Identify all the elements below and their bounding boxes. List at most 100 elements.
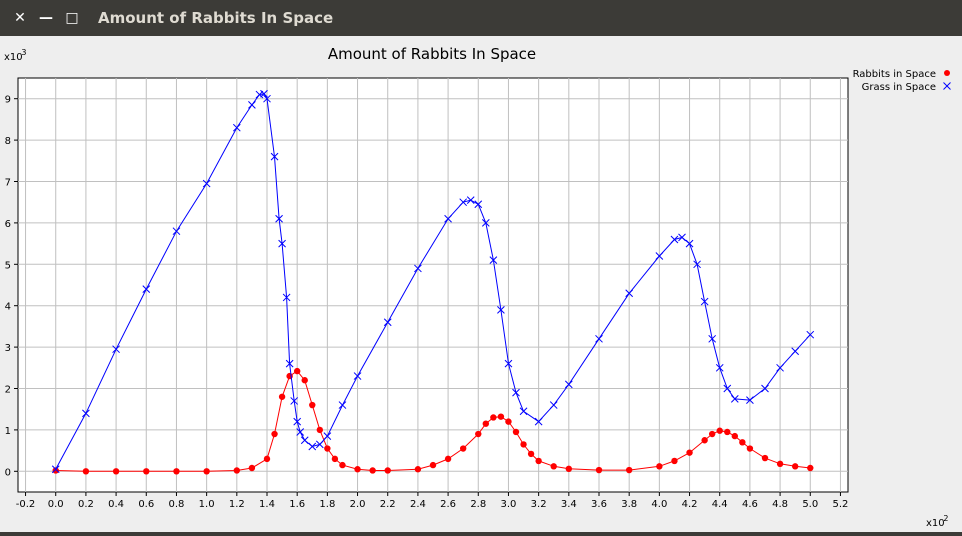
grass-point: [481, 219, 490, 227]
multiplier-base: x10: [926, 518, 945, 529]
y-tick-label: 7: [5, 178, 11, 189]
rabbit-point: [369, 467, 376, 474]
grass-point: [715, 363, 724, 372]
x-tick-label: 4.8: [772, 499, 788, 510]
grass-point: [791, 347, 800, 356]
x-tick-label: 3.6: [591, 499, 607, 510]
rabbit-point: [505, 418, 512, 425]
chart-title: Amount of Rabbits In Space: [328, 45, 536, 63]
x-tick-label: 0.6: [138, 499, 154, 510]
series-rabbits-in-space: [52, 367, 814, 475]
y-tick-label: 6: [5, 219, 11, 230]
rabbit-point: [724, 428, 731, 436]
grass-point: [82, 409, 90, 418]
rabbit-point: [263, 455, 271, 463]
x-tick-label: 5.2: [833, 499, 849, 510]
grass-point: [497, 305, 505, 314]
grass-point: [761, 384, 769, 393]
grass-point: [232, 123, 241, 132]
grass-point: [260, 89, 268, 98]
plot-area: [17, 77, 849, 493]
grass-point: [270, 152, 279, 161]
grass-point: [263, 94, 271, 103]
multiplier-exponent: 3: [21, 48, 26, 57]
rabbit-point: [761, 454, 769, 462]
grass-point: [323, 432, 332, 440]
x-tick-label: 2.8: [470, 499, 486, 510]
rabbit-point: [324, 445, 331, 452]
grass-point: [282, 293, 291, 302]
maximize-icon[interactable]: □: [65, 10, 79, 26]
x-tick-label: 3.4: [561, 499, 577, 510]
rabbit-point: [625, 466, 633, 474]
y-tick-label: 8: [5, 136, 11, 147]
close-icon[interactable]: ✕: [14, 10, 26, 26]
grass-point: [504, 359, 513, 368]
legend-dot-icon: [944, 70, 950, 76]
grass-point: [300, 436, 309, 445]
x-tick-label: 1.0: [199, 499, 215, 510]
rabbit-point: [671, 457, 678, 465]
x-tick-label: 1.8: [319, 499, 335, 510]
rabbit-point: [271, 430, 278, 438]
rabbit-point: [82, 468, 90, 475]
rabbit-point: [233, 467, 241, 474]
x-tick-label: 2.6: [440, 499, 456, 510]
x-tick-label: 4.0: [651, 499, 667, 510]
x-tick-label: 4.2: [682, 499, 698, 510]
rabbit-point: [535, 457, 542, 465]
rabbit-point: [739, 439, 746, 446]
x-tick-label: 0.0: [48, 499, 64, 510]
minimize-icon[interactable]: —: [39, 10, 53, 26]
x-tick-label: 0.4: [108, 499, 124, 510]
rabbit-point: [656, 463, 663, 470]
x-tick-label: 2.2: [380, 499, 396, 510]
x-tick-label: 0.8: [169, 499, 185, 510]
legend-label: Grass in Space: [862, 82, 936, 93]
grass-point: [730, 394, 739, 403]
grass-point: [414, 264, 422, 273]
rabbit-point: [414, 466, 422, 473]
x-tick-label: 1.4: [259, 499, 275, 510]
rabbit-point: [527, 450, 535, 458]
rabbit-point: [708, 430, 716, 438]
grass-point: [293, 417, 302, 426]
y-tick-label: 3: [5, 343, 11, 354]
y-tick-label: 2: [5, 385, 11, 396]
x-tick-label: 0.2: [78, 499, 94, 510]
rabbit-point: [248, 464, 256, 472]
grass-point: [564, 380, 573, 389]
x-tick-label: 3.8: [621, 499, 637, 510]
grass-point: [275, 214, 283, 223]
grass-point: [172, 227, 181, 236]
rabbit-point: [490, 414, 497, 421]
rabbit-point: [331, 455, 339, 463]
x-tick-label: 5.0: [802, 499, 818, 510]
rabbit-point: [112, 468, 120, 475]
grass-point: [474, 200, 483, 209]
rabbit-point: [746, 445, 754, 452]
rabbit-point: [384, 467, 391, 474]
rabbit-point: [173, 468, 180, 475]
grass-point: [670, 235, 679, 244]
grass-point: [534, 417, 543, 426]
rabbit-point: [316, 426, 324, 434]
grid-lines: [18, 78, 848, 492]
series-layer: [51, 89, 815, 475]
grass-point: [655, 252, 664, 260]
grass-point: [296, 428, 305, 436]
grass-point: [723, 384, 732, 393]
y-tick-label: 5: [5, 260, 11, 271]
grass-point: [112, 345, 120, 354]
grass-point: [338, 401, 347, 409]
grass-point: [202, 179, 211, 188]
grass-point: [776, 363, 784, 372]
rabbit-point: [731, 432, 739, 440]
grass-point: [678, 233, 686, 242]
x-tick-label: -0.2: [16, 499, 36, 510]
rabbit-point: [143, 468, 150, 475]
rabbit-point: [444, 455, 452, 463]
x-tick-label: 4.4: [712, 499, 728, 510]
